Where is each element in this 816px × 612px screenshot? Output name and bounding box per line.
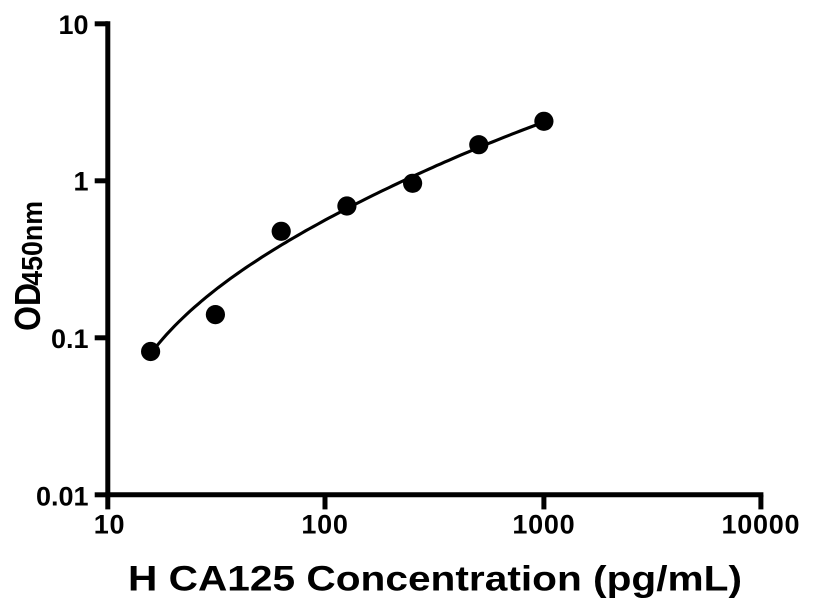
svg-text:0.1: 0.1 (51, 324, 89, 354)
svg-text:OD: OD (7, 283, 48, 331)
svg-text:10000: 10000 (721, 510, 800, 540)
svg-text:10: 10 (58, 10, 88, 40)
svg-text:H CA125 Concentration (pg/mL): H CA125 Concentration (pg/mL) (128, 559, 742, 599)
svg-text:1000: 1000 (512, 510, 575, 540)
svg-text:450nm: 450nm (17, 201, 49, 286)
svg-text:1: 1 (73, 166, 88, 196)
svg-text:100: 100 (301, 510, 348, 540)
svg-text:10: 10 (94, 510, 126, 540)
svg-text:0.01: 0.01 (36, 482, 89, 512)
